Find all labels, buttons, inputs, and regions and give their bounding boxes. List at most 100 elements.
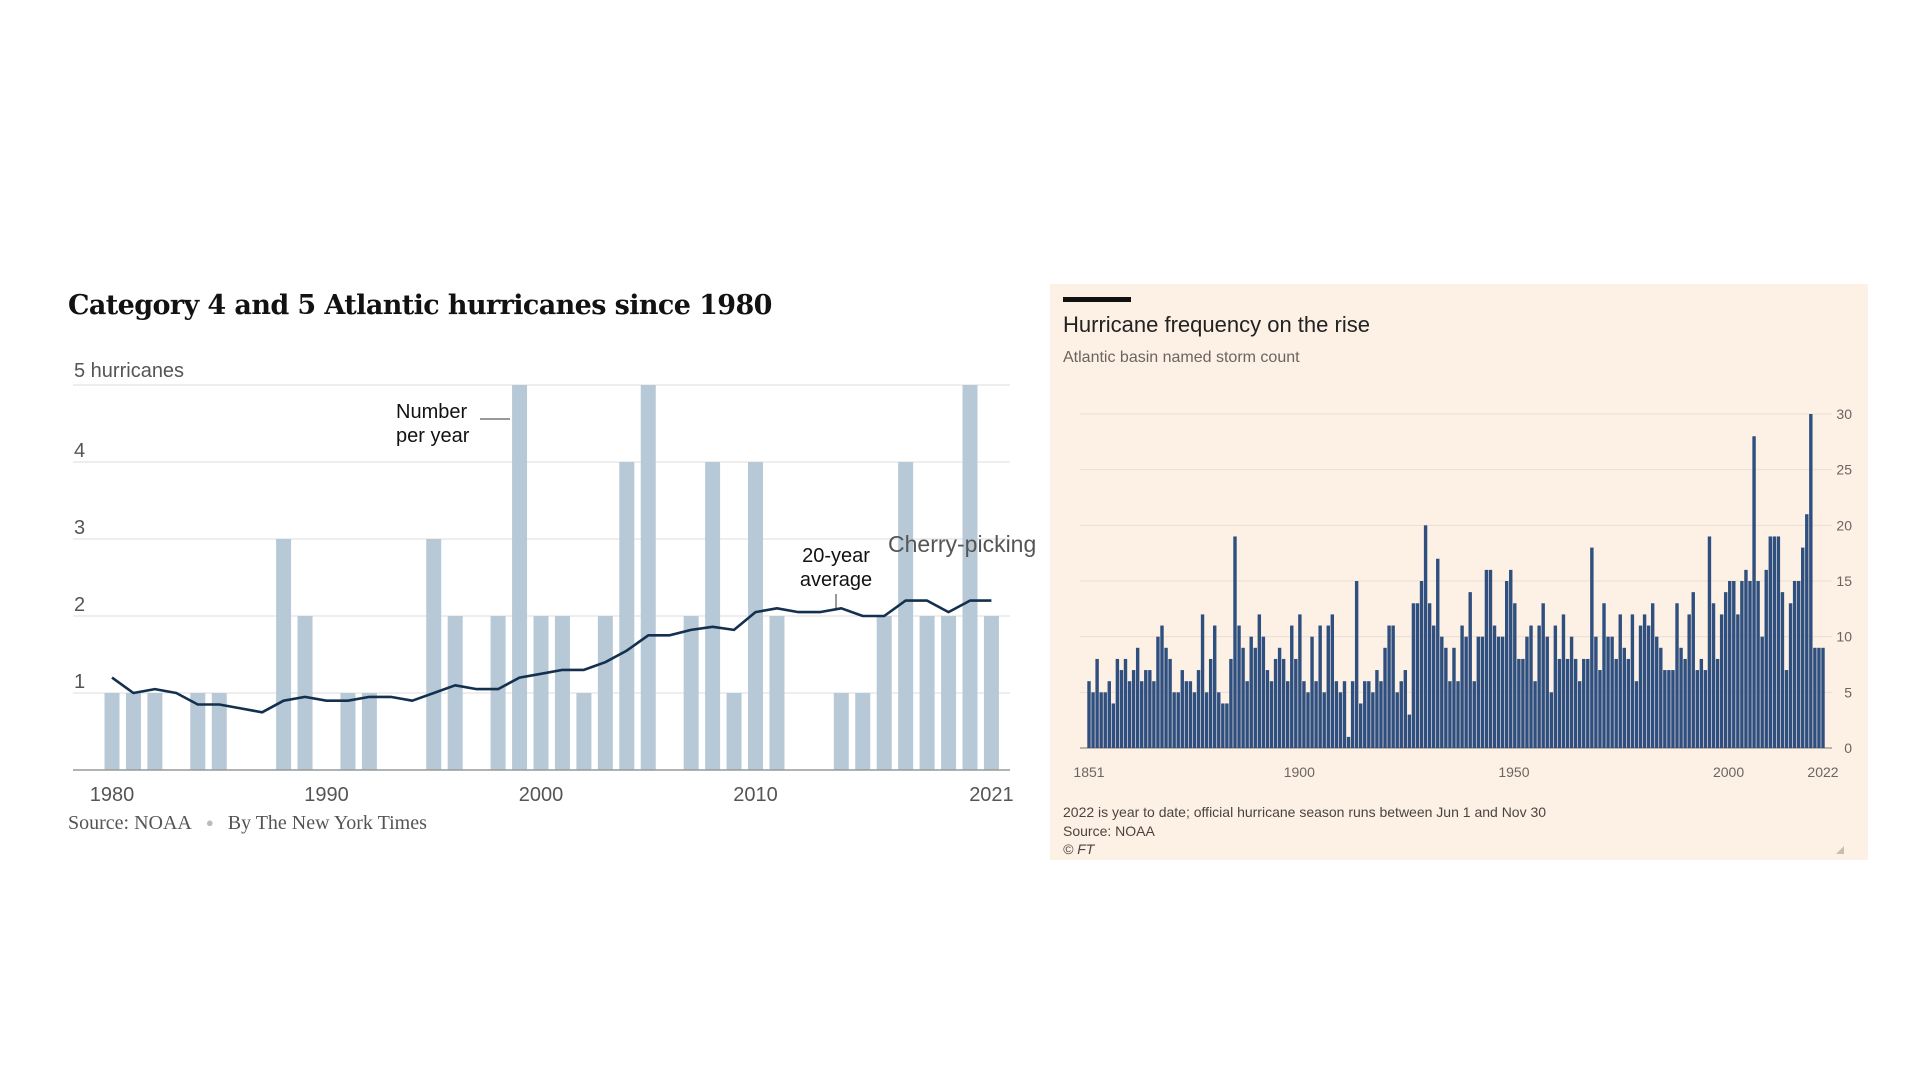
ft-bar <box>1561 614 1566 748</box>
ft-bar <box>1257 614 1262 748</box>
ft-bar <box>1606 636 1610 748</box>
ft-bar <box>1448 681 1452 748</box>
ft-bar <box>1119 670 1124 748</box>
ft-bar <box>1638 625 1643 748</box>
ft-bar <box>1444 647 1448 748</box>
ft-bar <box>1817 647 1821 748</box>
ft-bar <box>1371 692 1375 748</box>
ft-bar <box>1736 614 1740 748</box>
ft-bar <box>1176 692 1180 748</box>
ft-y-tick-label: 5 <box>1844 684 1852 700</box>
nyt-bar <box>769 616 785 770</box>
ft-bar <box>1237 625 1241 748</box>
nyt-bar <box>361 693 377 770</box>
ft-bar <box>1500 636 1505 748</box>
nyt-bar <box>512 385 528 770</box>
nyt-bar <box>490 616 506 770</box>
ft-bar <box>1553 625 1558 748</box>
nyt-bar <box>619 462 635 770</box>
ft-bar <box>1476 636 1481 748</box>
ft-bar <box>1160 625 1164 748</box>
ft-chart-subtitle: Atlantic basin named storm count <box>1063 349 1300 366</box>
ft-bar <box>1764 569 1768 748</box>
ft-bar <box>1464 636 1468 748</box>
ft-bar <box>1537 625 1541 748</box>
ft-chart-panel: Hurricane frequency on the rise Atlantic… <box>1050 284 1868 860</box>
nyt-bar <box>597 616 613 770</box>
ft-bar <box>1614 658 1618 748</box>
ft-bar <box>1233 536 1237 748</box>
ft-bar <box>1728 581 1732 748</box>
ft-bar <box>1756 581 1760 748</box>
ft-bar <box>1103 692 1107 748</box>
nyt-y-axis-label: 5 hurricanes <box>74 360 184 382</box>
ft-bar <box>1821 647 1825 748</box>
ft-bar <box>1618 614 1622 748</box>
ft-bar <box>1655 636 1659 748</box>
nyt-20-year-average-line <box>111 599 992 714</box>
ft-bar <box>1204 692 1209 748</box>
nyt-bar <box>125 693 141 770</box>
nyt-bar <box>962 385 978 770</box>
ft-bar <box>1792 581 1797 748</box>
ft-bar <box>1123 658 1128 748</box>
ft-bar <box>1776 536 1781 748</box>
ft-bar <box>1221 703 1225 748</box>
nyt-source: Source: NOAA <box>68 812 192 834</box>
ft-bar <box>1744 569 1748 748</box>
ft-bar <box>1667 670 1671 748</box>
ft-bar <box>1310 636 1314 748</box>
ft-bar <box>1168 658 1172 748</box>
ft-bar <box>1115 658 1120 748</box>
ft-bar <box>1780 592 1785 748</box>
nyt-y-tick-label: 3 <box>74 517 85 539</box>
ft-bar <box>1322 692 1326 748</box>
ft-chart-title: Hurricane frequency on the rise <box>1063 312 1370 337</box>
ft-bar <box>1796 581 1801 748</box>
ft-bar <box>1354 581 1359 748</box>
nyt-chart-title: Category 4 and 5 Atlantic hurricanes sin… <box>68 290 772 321</box>
nyt-x-tick-label: 1980 <box>90 784 135 806</box>
ft-bar <box>1549 692 1554 748</box>
ft-bar <box>1290 625 1294 748</box>
ft-bar <box>1217 692 1221 748</box>
ft-bar <box>1423 525 1428 748</box>
ft-bar <box>1663 670 1667 748</box>
ft-bar <box>1650 603 1655 748</box>
ft-bar <box>1590 547 1594 748</box>
ft-bar <box>1249 636 1253 748</box>
ft-bar <box>1703 670 1708 748</box>
ft-bar <box>1391 625 1395 748</box>
ft-source: Source: NOAA <box>1063 823 1155 839</box>
ft-bar <box>1403 670 1408 748</box>
ft-bar <box>1484 569 1489 748</box>
ft-bar <box>1095 658 1099 748</box>
nyt-line-annotation: 20-year average <box>800 545 872 608</box>
nyt-bar <box>726 693 742 770</box>
ft-x-tick-label: 1851 <box>1073 764 1104 780</box>
ft-bar <box>1801 547 1805 748</box>
nyt-bar <box>554 616 570 770</box>
ft-bar <box>1156 636 1160 748</box>
ft-bar <box>1346 736 1351 748</box>
ft-bar <box>1273 658 1278 748</box>
ft-bar <box>1281 658 1286 748</box>
ft-bar <box>1695 670 1699 748</box>
ft-bar <box>1723 592 1728 748</box>
ft-bar <box>1326 625 1330 748</box>
ft-bar <box>1294 658 1298 748</box>
ft-bar <box>1496 636 1501 748</box>
ft-bar <box>1184 681 1189 748</box>
ft-bar <box>1602 603 1606 748</box>
ft-bar-chart: 0 5 10 15 20 25 30 1851 1900 1950 2000 2022 <box>1073 406 1852 780</box>
ft-bar <box>1675 603 1679 748</box>
ft-bar <box>1140 681 1144 748</box>
nyt-y-tick-label: 2 <box>74 594 85 616</box>
ft-bar <box>1302 681 1306 748</box>
ft-bar <box>1265 670 1270 748</box>
nyt-bar <box>833 693 849 770</box>
ft-bar <box>1772 536 1777 748</box>
ft-bar <box>1379 681 1383 748</box>
ft-bar <box>1642 614 1647 748</box>
ft-bar <box>1314 681 1318 748</box>
